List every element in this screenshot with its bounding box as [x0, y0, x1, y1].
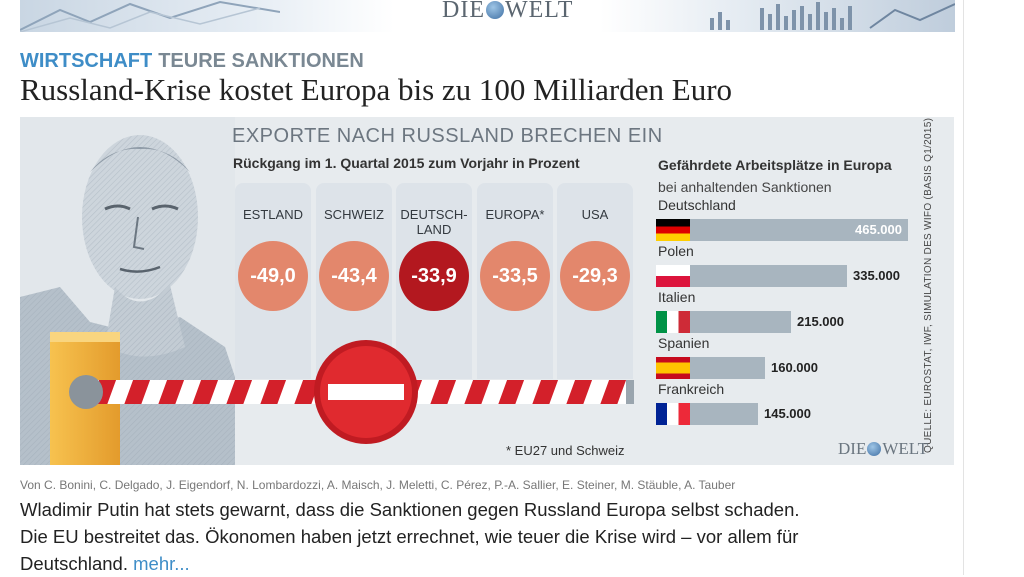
source-note: QUELLE: EUROSTAT, IWF, SIMULATION DES WI…	[923, 117, 934, 453]
article-teaser[interactable]: Wladimir Putin hat stets gewarnt, dass d…	[20, 499, 800, 574]
jobs-country-label: Polen	[658, 243, 694, 259]
exports-country-label: EUROPA*	[485, 207, 545, 222]
jobs-country-label: Frankreich	[658, 381, 725, 397]
jobs-country-label: Deutschland	[658, 197, 736, 213]
exports-column: DEUTSCH- LAND -33,9	[396, 183, 472, 379]
jobs-chart-subtitle: bei anhaltenden Sanktionen	[658, 179, 832, 195]
article-headline[interactable]: Russland-Krise kostet Europa bis zu 100 …	[20, 72, 733, 107]
jobs-value-label: 335.000	[853, 268, 900, 283]
exports-value-bubble: -33,9	[399, 241, 469, 311]
jobs-value-label: 160.000	[771, 360, 818, 375]
exports-value-bubble: -33,5	[480, 241, 550, 311]
die-welt-logo[interactable]: DIE WELT	[442, 0, 574, 23]
jobs-row: Italien 215.000	[656, 289, 916, 333]
masthead-decoration-right	[710, 2, 955, 30]
pl-flag-icon	[656, 265, 690, 287]
kicker-section[interactable]: WIRTSCHAFT	[20, 50, 153, 72]
exports-chart-title: EXPORTE NACH RUSSLAND BRECHEN EIN	[232, 125, 663, 147]
jobs-chart-title: Gefährdete Arbeitsplätze in Europa	[658, 157, 892, 173]
exports-country-label: USA	[581, 207, 609, 222]
exports-footnote: * EU27 und Schweiz	[506, 443, 625, 458]
jobs-value-label: 145.000	[764, 406, 811, 421]
masthead-banner: DIE WELT	[20, 0, 955, 32]
exports-value-bubble: -43,4	[319, 241, 389, 311]
jobs-country-label: Italien	[658, 289, 696, 305]
masthead-decoration-left	[20, 0, 280, 32]
fr-flag-icon	[656, 403, 690, 425]
exports-country-label: SCHWEIZ	[324, 207, 384, 222]
de-flag-icon	[656, 219, 690, 241]
jobs-row: Frankreich 145.000	[656, 381, 916, 425]
exports-column: USA -29,3	[557, 183, 633, 379]
exports-country-label: DEUTSCH- LAND	[400, 207, 468, 237]
exports-value-bubble: -49,0	[238, 241, 308, 311]
jobs-bar	[690, 219, 908, 241]
exports-country-label: ESTLAND	[243, 207, 303, 222]
page-edge-line	[963, 0, 964, 575]
jobs-bar	[690, 265, 847, 287]
it-flag-icon	[656, 311, 690, 333]
article-authors: Von C. Bonini, C. Delgado, J. Eigendorf,…	[20, 478, 736, 492]
jobs-value-label: 465.000	[855, 222, 902, 237]
globe-icon	[485, 1, 504, 19]
jobs-row: Polen 335.000	[656, 243, 916, 287]
more-link[interactable]: mehr...	[133, 553, 190, 574]
infographic[interactable]: EXPORTE NACH RUSSLAND BRECHEN EIN Rückga…	[20, 117, 954, 465]
exports-column: EUROPA* -33,5	[477, 183, 553, 379]
jobs-bar	[690, 311, 791, 333]
jobs-value-label: 215.000	[797, 314, 844, 329]
jobs-country-label: Spanien	[658, 335, 710, 351]
jobs-bar	[690, 403, 758, 425]
kicker-topic[interactable]: TEURE SANKTIONEN	[158, 50, 364, 72]
barrier-illustration	[50, 332, 634, 465]
es-flag-icon	[656, 357, 690, 379]
jobs-row: Spanien 160.000	[656, 335, 916, 379]
exports-value-bubble: -29,3	[560, 241, 630, 311]
globe-icon	[867, 442, 882, 456]
article-kicker[interactable]: WIRTSCHAFT TEURE SANKTIONEN	[20, 50, 364, 73]
infographic-die-welt-logo: DIE WELT	[838, 439, 928, 458]
exports-column: ESTLAND -49,0	[235, 183, 311, 379]
jobs-bar	[690, 357, 765, 379]
exports-chart-subtitle: Rückgang im 1. Quartal 2015 zum Vorjahr …	[233, 155, 580, 171]
jobs-row: Deutschland 465.000	[656, 197, 916, 241]
